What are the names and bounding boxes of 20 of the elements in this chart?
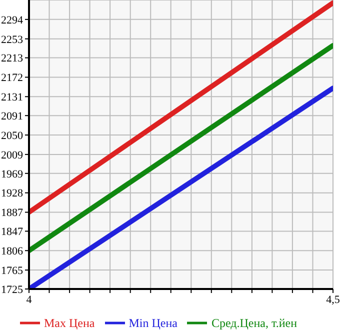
- y-tick-label: 1765: [1, 264, 24, 277]
- x-tick-label: 4,5: [326, 294, 340, 306]
- y-tick-label: 2131: [1, 92, 23, 104]
- legend-label: Max Цена: [44, 316, 95, 330]
- y-tick-label: 1887: [1, 207, 24, 220]
- y-tick-label: 1928: [1, 188, 24, 200]
- y-tick-label: 1969: [1, 168, 24, 180]
- y-tick-label: 1847: [1, 226, 24, 238]
- y-tick-label: 1806: [1, 246, 24, 258]
- y-tick-label: 2294: [1, 14, 24, 26]
- legend-label: Сред.Цена, т.йен: [211, 316, 298, 330]
- y-tick-label: 2009: [1, 149, 24, 162]
- y-tick-label: 1725: [1, 284, 24, 296]
- y-tick-label: 2050: [1, 130, 24, 142]
- y-tick-label: 2091: [1, 110, 23, 123]
- y-tick-label: 2213: [1, 52, 24, 65]
- y-tick-label: 2172: [1, 72, 23, 84]
- legend-label: Min Цена: [128, 316, 178, 330]
- x-tick-label: 4: [26, 294, 32, 306]
- y-tick-label: 2253: [1, 34, 24, 46]
